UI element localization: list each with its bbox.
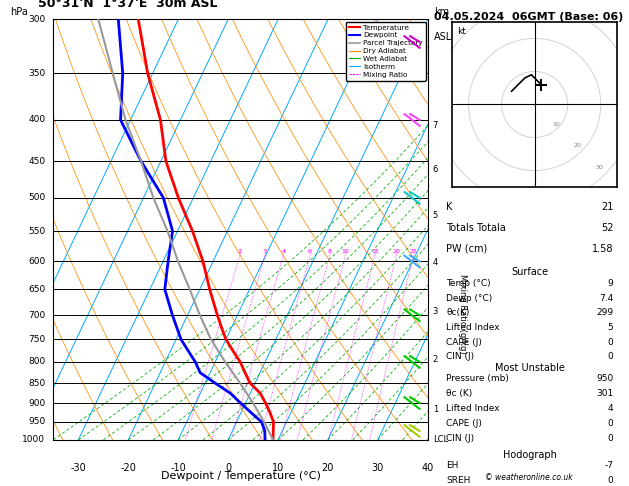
Text: © weatheronline.co.uk: © weatheronline.co.uk xyxy=(484,473,572,482)
Text: 6: 6 xyxy=(308,249,312,254)
Text: 6: 6 xyxy=(433,165,438,174)
Text: Most Unstable: Most Unstable xyxy=(495,363,565,373)
Text: 550: 550 xyxy=(28,226,45,236)
Text: 800: 800 xyxy=(28,357,45,366)
Text: 20: 20 xyxy=(321,463,334,473)
Text: 4: 4 xyxy=(281,249,285,254)
Text: Mixing Ratio (g/kg): Mixing Ratio (g/kg) xyxy=(458,274,467,353)
Text: 20: 20 xyxy=(574,143,582,148)
Text: 900: 900 xyxy=(28,399,45,408)
Text: CIN (J): CIN (J) xyxy=(447,434,474,443)
Text: 300: 300 xyxy=(28,15,45,24)
Text: 500: 500 xyxy=(28,193,45,202)
Text: Lifted Index: Lifted Index xyxy=(447,323,500,332)
Text: 301: 301 xyxy=(596,389,613,398)
Text: km: km xyxy=(434,7,449,17)
Text: 50°31'N  1°37'E  30m ASL: 50°31'N 1°37'E 30m ASL xyxy=(38,0,217,10)
Legend: Temperature, Dewpoint, Parcel Trajectory, Dry Adiabat, Wet Adiabat, Isotherm, Mi: Temperature, Dewpoint, Parcel Trajectory… xyxy=(346,21,426,81)
Text: 1000: 1000 xyxy=(22,435,45,444)
Text: -7: -7 xyxy=(604,461,613,470)
Text: 10: 10 xyxy=(342,249,349,254)
Text: 1: 1 xyxy=(433,405,438,414)
Text: Lifted Index: Lifted Index xyxy=(447,404,500,413)
Text: Surface: Surface xyxy=(511,267,548,277)
Text: -10: -10 xyxy=(170,463,186,473)
Text: 600: 600 xyxy=(28,257,45,266)
Text: Pressure (mb): Pressure (mb) xyxy=(447,374,509,383)
Text: 20: 20 xyxy=(392,249,400,254)
Text: 7.4: 7.4 xyxy=(599,294,613,303)
Text: Dewpoint / Temperature (°C): Dewpoint / Temperature (°C) xyxy=(160,471,321,482)
Text: 5: 5 xyxy=(433,211,438,220)
Text: 40: 40 xyxy=(421,463,434,473)
Text: 30: 30 xyxy=(372,463,384,473)
Text: 350: 350 xyxy=(28,69,45,78)
Text: hPa: hPa xyxy=(10,7,28,17)
Text: 850: 850 xyxy=(28,379,45,387)
Text: θᴄ (K): θᴄ (K) xyxy=(447,389,472,398)
Text: -20: -20 xyxy=(120,463,136,473)
Text: K: K xyxy=(447,202,453,212)
Text: 4: 4 xyxy=(433,258,438,267)
Text: 0: 0 xyxy=(608,476,613,486)
Text: 3: 3 xyxy=(433,307,438,316)
Text: 10: 10 xyxy=(552,122,560,127)
Text: 750: 750 xyxy=(28,335,45,344)
Text: 450: 450 xyxy=(28,156,45,166)
Text: 30: 30 xyxy=(595,165,603,170)
Text: CIN (J): CIN (J) xyxy=(447,352,474,362)
Text: 700: 700 xyxy=(28,311,45,320)
Text: 8: 8 xyxy=(328,249,331,254)
Text: 25: 25 xyxy=(409,249,417,254)
Text: 15: 15 xyxy=(371,249,379,254)
Text: 0: 0 xyxy=(608,419,613,428)
Text: Dewp (°C): Dewp (°C) xyxy=(447,294,493,303)
Text: ASL: ASL xyxy=(434,32,452,42)
Text: 21: 21 xyxy=(601,202,613,212)
Text: 400: 400 xyxy=(28,115,45,124)
Text: 0: 0 xyxy=(608,434,613,443)
Text: 4: 4 xyxy=(608,404,613,413)
Text: 950: 950 xyxy=(28,417,45,426)
Text: 650: 650 xyxy=(28,285,45,294)
Text: 3: 3 xyxy=(263,249,267,254)
Text: kt: kt xyxy=(457,27,466,36)
Text: 299: 299 xyxy=(596,308,613,317)
Text: CAPE (J): CAPE (J) xyxy=(447,338,482,347)
Text: 0: 0 xyxy=(225,463,231,473)
Text: 2: 2 xyxy=(238,249,242,254)
Text: CAPE (J): CAPE (J) xyxy=(447,419,482,428)
Text: Hodograph: Hodograph xyxy=(503,450,557,460)
Text: θᴄ(K): θᴄ(K) xyxy=(447,308,470,317)
Text: 04.05.2024  06GMT (Base: 06): 04.05.2024 06GMT (Base: 06) xyxy=(433,12,623,22)
Text: 950: 950 xyxy=(596,374,613,383)
Text: EH: EH xyxy=(447,461,459,470)
Text: Totals Totala: Totals Totala xyxy=(447,223,506,233)
Text: 5: 5 xyxy=(608,323,613,332)
Text: 10: 10 xyxy=(272,463,284,473)
Text: -30: -30 xyxy=(70,463,86,473)
Text: 0: 0 xyxy=(608,352,613,362)
Text: SREH: SREH xyxy=(447,476,471,486)
Text: 7: 7 xyxy=(433,121,438,130)
Text: 2: 2 xyxy=(433,355,438,364)
Text: 1.58: 1.58 xyxy=(592,244,613,254)
Text: 9: 9 xyxy=(608,279,613,288)
Text: 0: 0 xyxy=(608,338,613,347)
Text: 52: 52 xyxy=(601,223,613,233)
Text: PW (cm): PW (cm) xyxy=(447,244,487,254)
Text: Temp (°C): Temp (°C) xyxy=(447,279,491,288)
Text: LCL: LCL xyxy=(433,435,448,444)
